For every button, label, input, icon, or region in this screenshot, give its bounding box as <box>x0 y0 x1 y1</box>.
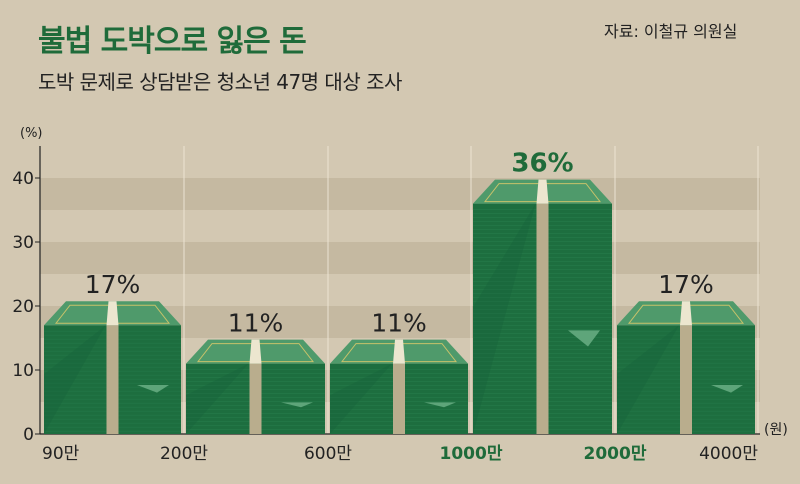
bar-group: 11% <box>330 309 468 434</box>
bar-shade <box>186 363 249 434</box>
ribbon-band <box>106 325 119 434</box>
y-tick-label: 40 <box>12 169 34 189</box>
bar-group: 11% <box>186 309 325 434</box>
bar-group: 17% <box>617 270 755 434</box>
bill-fold <box>711 385 743 393</box>
source-note: 자료: 이철규 의원실 <box>604 22 738 41</box>
bar-top-border <box>483 183 602 203</box>
ribbon-top <box>536 179 549 204</box>
x-tick-label: 90만 <box>42 444 80 464</box>
bar-top-border <box>196 343 315 363</box>
ribbon-band <box>393 363 405 434</box>
ribbon-band <box>249 363 262 434</box>
ribbon-band <box>680 325 692 434</box>
x-tick-label: 4000만 <box>699 444 758 464</box>
x-axis-unit: (원) <box>764 422 788 438</box>
bill-fold <box>424 402 456 408</box>
ribbon-top <box>106 301 119 326</box>
grid-band <box>40 178 760 210</box>
y-tick-label: 30 <box>12 233 34 253</box>
x-tick-label: 200만 <box>160 444 208 464</box>
bar-top-border <box>54 304 171 324</box>
data-label: 11% <box>228 309 284 338</box>
bar-group: 36% <box>473 149 612 434</box>
ribbon-band <box>536 203 549 434</box>
data-label: 36% <box>511 149 573 179</box>
bill-fold <box>281 402 313 408</box>
grid-band <box>40 242 760 274</box>
x-tick-label: 2000만 <box>584 444 647 464</box>
data-label: 11% <box>371 309 427 338</box>
y-axis-unit: (%) <box>20 126 43 141</box>
ribbon-top <box>249 339 262 364</box>
data-label: 17% <box>85 270 141 299</box>
y-tick-label: 0 <box>23 425 34 445</box>
data-label: 17% <box>658 270 714 299</box>
bar-shade <box>330 363 393 434</box>
y-tick-label: 20 <box>12 297 34 317</box>
bar-top-border <box>627 304 745 324</box>
bill-fold <box>137 385 169 393</box>
bar-shade <box>473 203 536 434</box>
bar-top-border <box>340 343 458 363</box>
ribbon-top <box>393 339 405 364</box>
x-tick-label: 1000만 <box>440 444 503 464</box>
bar-group: 17% <box>44 270 181 434</box>
ribbon-top <box>680 301 692 326</box>
chart-title: 불법 도박으로 잃은 돈 <box>38 24 307 59</box>
bar-shade <box>617 325 680 434</box>
y-tick-label: 10 <box>12 361 34 381</box>
x-tick-label: 600만 <box>304 444 352 464</box>
bill-fold <box>568 330 600 347</box>
bar-shade <box>44 325 106 434</box>
chart-subtitle: 도박 문제로 상담받은 청소년 47명 대상 조사 <box>38 70 402 94</box>
